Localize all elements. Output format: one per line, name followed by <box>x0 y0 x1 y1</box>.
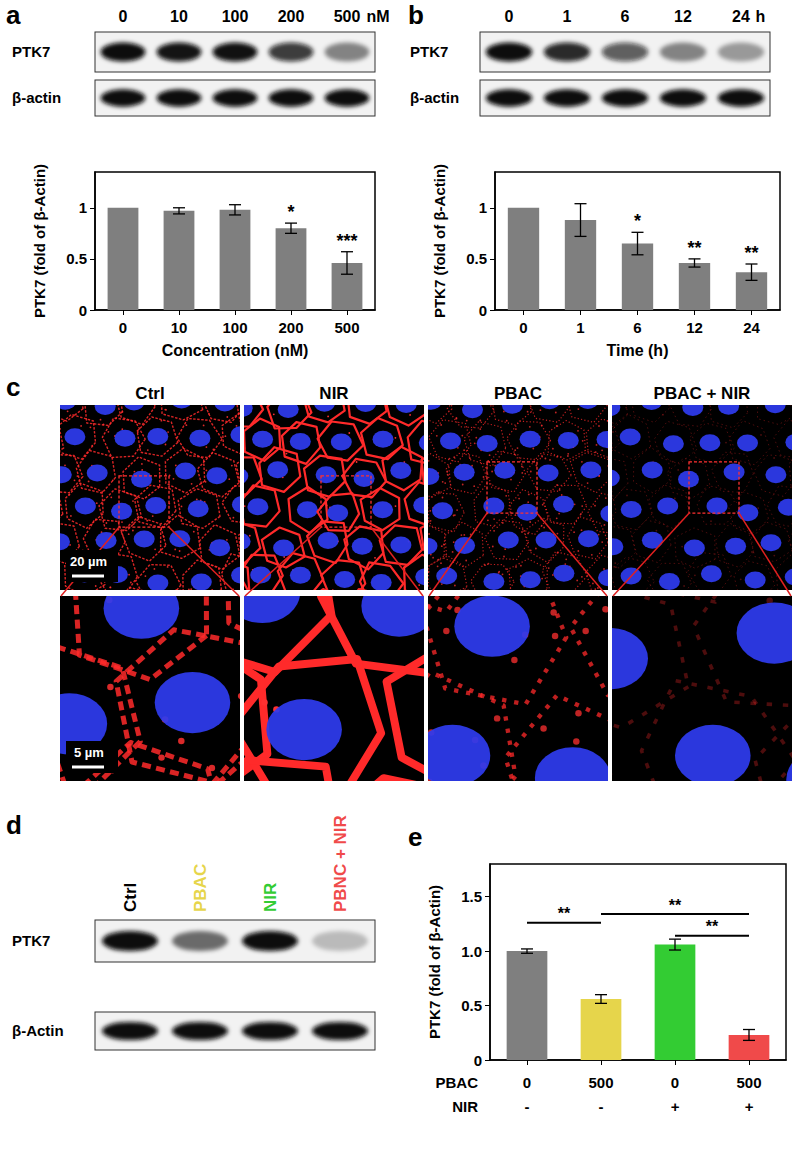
svg-text:200: 200 <box>278 8 305 25</box>
svg-text:500: 500 <box>736 1074 761 1091</box>
svg-text:6: 6 <box>633 319 641 336</box>
svg-text:1.0: 1.0 <box>461 943 482 960</box>
svg-text:0: 0 <box>519 319 527 336</box>
svg-text:b: b <box>408 0 424 30</box>
svg-text:500: 500 <box>334 8 361 25</box>
svg-text:h: h <box>756 8 766 25</box>
svg-text:PTK7: PTK7 <box>410 43 448 60</box>
svg-text:**: ** <box>706 918 719 935</box>
svg-text:β-Actin: β-Actin <box>12 1022 64 1039</box>
svg-text:1: 1 <box>479 199 487 216</box>
svg-text:PTK7 (fold of β-Actin): PTK7 (fold of β-Actin) <box>431 164 448 318</box>
svg-text:1: 1 <box>563 8 572 25</box>
svg-text:PBNC + NIR: PBNC + NIR <box>331 815 350 912</box>
svg-text:*: * <box>634 211 641 231</box>
svg-text:NIR: NIR <box>452 1098 478 1115</box>
svg-text:0.5: 0.5 <box>466 250 487 267</box>
svg-text:0: 0 <box>474 1052 482 1069</box>
svg-text:d: d <box>6 810 22 840</box>
svg-text:PTK7: PTK7 <box>12 43 50 60</box>
svg-text:24: 24 <box>732 8 750 25</box>
svg-text:100: 100 <box>222 319 247 336</box>
svg-text:12: 12 <box>674 8 692 25</box>
svg-text:0: 0 <box>505 8 514 25</box>
svg-text:-: - <box>525 1098 530 1115</box>
svg-text:c: c <box>6 372 20 402</box>
svg-text:20 µm: 20 µm <box>70 554 107 569</box>
svg-text:+: + <box>745 1098 754 1115</box>
svg-text:0: 0 <box>671 1074 679 1091</box>
svg-text:β-actin: β-actin <box>12 89 61 106</box>
svg-text:Ctrl: Ctrl <box>135 384 164 403</box>
svg-text:0.5: 0.5 <box>66 250 87 267</box>
svg-text:Ctrl: Ctrl <box>121 883 140 912</box>
svg-text:PBAC: PBAC <box>191 864 210 912</box>
svg-text:100: 100 <box>222 8 249 25</box>
svg-text:0: 0 <box>79 302 87 319</box>
svg-text:PTK7: PTK7 <box>12 932 50 949</box>
svg-text:0: 0 <box>119 319 127 336</box>
svg-text:PBAC + NIR: PBAC + NIR <box>654 384 751 403</box>
svg-text:nM: nM <box>366 8 389 25</box>
svg-text:0.5: 0.5 <box>461 997 482 1014</box>
svg-text:-: - <box>599 1098 604 1115</box>
svg-text:0: 0 <box>523 1074 531 1091</box>
svg-text:Time (h): Time (h) <box>607 342 669 359</box>
svg-text:e: e <box>408 822 422 852</box>
svg-text:β-actin: β-actin <box>410 89 459 106</box>
svg-text:1.5: 1.5 <box>461 888 482 905</box>
svg-text:500: 500 <box>334 319 359 336</box>
svg-text:a: a <box>6 0 21 30</box>
svg-text:12: 12 <box>686 319 703 336</box>
svg-text:10: 10 <box>170 8 188 25</box>
svg-text:NIR: NIR <box>319 384 348 403</box>
svg-text:6: 6 <box>621 8 630 25</box>
svg-text:0: 0 <box>479 302 487 319</box>
svg-text:500: 500 <box>588 1074 613 1091</box>
svg-text:PTK7 (fold of β-Actin): PTK7 (fold of β-Actin) <box>31 164 48 318</box>
svg-text:*: * <box>287 202 294 222</box>
svg-text:+: + <box>671 1098 680 1115</box>
svg-text:PBAC: PBAC <box>494 384 542 403</box>
svg-text:PBAC: PBAC <box>435 1074 478 1091</box>
svg-text:**: ** <box>744 243 758 263</box>
svg-text:**: ** <box>558 905 571 922</box>
svg-text:**: ** <box>669 897 682 914</box>
svg-text:0: 0 <box>119 8 128 25</box>
svg-text:PTK7 (fold of β-Actin): PTK7 (fold of β-Actin) <box>426 885 443 1039</box>
svg-text:1: 1 <box>79 199 87 216</box>
svg-text:NIR: NIR <box>261 883 280 912</box>
svg-text:***: *** <box>336 231 357 251</box>
svg-text:24: 24 <box>743 319 760 336</box>
svg-text:**: ** <box>687 238 701 258</box>
svg-text:Concentration (nM): Concentration (nM) <box>162 342 309 359</box>
svg-text:1: 1 <box>576 319 584 336</box>
svg-text:200: 200 <box>278 319 303 336</box>
svg-text:10: 10 <box>171 319 188 336</box>
svg-text:5 µm: 5 µm <box>74 745 104 760</box>
